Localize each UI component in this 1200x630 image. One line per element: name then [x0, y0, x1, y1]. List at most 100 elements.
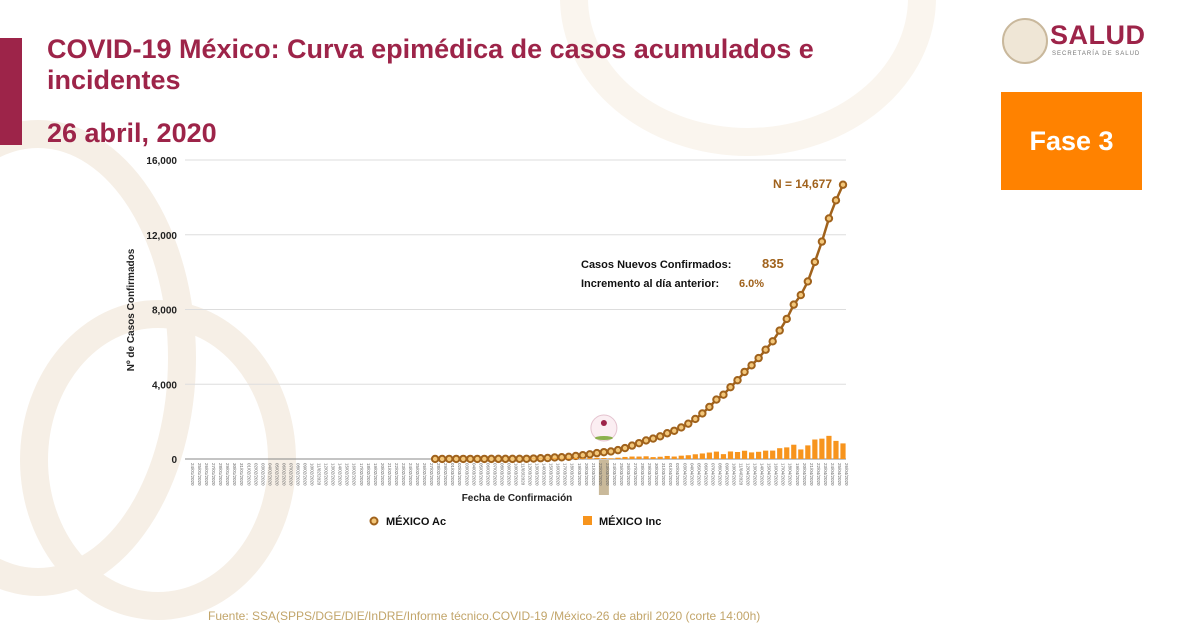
cumulative-point [782, 314, 791, 324]
x-tick-label: 22/04/2020 [816, 463, 821, 486]
cumulative-point [543, 453, 552, 463]
cumulative-point [789, 300, 798, 309]
x-tick-label: 08/03/2020 [499, 463, 504, 486]
incident-bar [826, 435, 832, 459]
incident-bar [706, 452, 712, 459]
cumulative-point [522, 454, 531, 463]
y-tick-label: 16,000 [146, 156, 177, 167]
cumulative-point [761, 345, 770, 354]
x-tick-label: 13/02/2020 [331, 463, 336, 486]
incident-bar [748, 452, 755, 459]
cumulative-point [578, 451, 588, 460]
cumulative-point [838, 180, 848, 189]
report-date: 26 abril, 2020 [47, 118, 217, 148]
cumulative-point [466, 454, 475, 464]
increment-label: Incremento al día anterior: [581, 278, 719, 290]
sana-distancia-icon [590, 414, 618, 442]
x-tick-label: 31/03/2020 [661, 463, 666, 486]
x-tick-label: 25/04/2020 [837, 463, 842, 486]
incident-bar [805, 445, 811, 459]
x-tick-label: 03/03/2020 [464, 463, 469, 486]
x-axis-label: Fecha de Confirmación [462, 493, 573, 504]
x-tick-label: 01/04/2020 [668, 463, 673, 486]
x-tick-label: 18/04/2020 [788, 463, 793, 486]
cumulative-line [435, 184, 845, 461]
incident-bar [650, 457, 656, 459]
x-tick-label: 14/03/2020 [542, 463, 547, 486]
cumulative-point [473, 454, 482, 464]
x-tick-label: 05/04/2020 [696, 463, 701, 486]
x-tick-label: 07/02/2020 [288, 463, 293, 486]
incident-bar [791, 444, 797, 459]
x-tick-label: 25/02/2020 [415, 463, 420, 486]
incident-bar [819, 438, 825, 459]
cumulative-point [599, 447, 609, 457]
x-tick-label: 28/01/2020 [218, 463, 223, 486]
salud-logo: SALUD SECRETARÍA DE SALUD [1002, 18, 1152, 64]
cumulative-point [494, 454, 503, 464]
cumulative-point [684, 419, 693, 428]
incident-bar [552, 458, 558, 459]
x-tick-label: 18/03/2020 [570, 463, 575, 486]
x-tick-label: 09/04/2020 [724, 463, 729, 486]
cumulative-point [691, 414, 700, 424]
x-tick-label: 05/02/2020 [274, 463, 279, 486]
incident-bar [622, 456, 628, 459]
x-tick-label: 06/03/2020 [485, 463, 490, 486]
incident-bar [734, 451, 741, 459]
x-tick-label: 20/04/2020 [802, 463, 807, 486]
cumulative-point [824, 214, 834, 223]
cumulative-point [648, 434, 658, 443]
y-tick-label: 4,000 [152, 380, 177, 391]
incident-bar [685, 455, 691, 459]
highlight-date-marker [598, 460, 609, 495]
x-tick-label: 12/02/2020 [324, 463, 329, 486]
logo-subtitle: SECRETARÍA DE SALUD [1052, 51, 1141, 57]
cumulative-point [480, 454, 489, 464]
cumulative-point [606, 447, 616, 456]
x-tick-label: 23/03/2020 [605, 463, 610, 486]
cumulative-point [536, 454, 545, 463]
x-tick-label: 25/03/2020 [619, 463, 624, 486]
x-tick-label: 01/03/2020 [450, 463, 455, 486]
cumulative-point [712, 395, 721, 404]
x-tick-label: 06/04/2020 [703, 463, 708, 486]
incident-bar [840, 443, 846, 459]
incident-bar [692, 454, 698, 459]
x-tick-label: 30/01/2020 [232, 463, 237, 486]
x-tick-label: 17/03/2020 [563, 463, 568, 486]
cumulative-point [747, 361, 756, 370]
cumulative-point [452, 454, 461, 464]
brand-accent-bar [0, 38, 22, 145]
x-tick-label: 09/03/2020 [506, 463, 511, 486]
x-tick-label: 09/02/2020 [303, 463, 308, 486]
x-tick-label: 10/03/2020 [513, 463, 518, 486]
x-tick-label: 03/02/2020 [260, 463, 265, 486]
incident-bar [573, 458, 579, 459]
incident-bar [636, 456, 642, 459]
y-tick-label: 8,000 [152, 306, 177, 317]
x-tick-label: 13/03/2020 [535, 463, 540, 486]
x-tick-label: 26/02/2020 [422, 463, 427, 486]
x-tick-label: 19/02/2020 [373, 463, 378, 486]
cumulative-point [810, 257, 820, 267]
incident-bar [756, 451, 762, 459]
cumulative-point [592, 448, 602, 458]
x-tick-label: 01/02/2020 [246, 463, 251, 486]
cumulative-point [564, 452, 573, 461]
x-tick-label: 12/03/2020 [528, 463, 533, 486]
cumulative-point [740, 367, 749, 377]
cumulative-point [444, 454, 454, 464]
cumulative-point [698, 409, 707, 418]
incident-bar [699, 453, 705, 459]
cumulative-point [550, 453, 559, 462]
x-tick-label: 23/02/2020 [401, 463, 406, 486]
incident-bar [713, 451, 720, 459]
cumulative-point [620, 443, 630, 453]
x-tick-label: 28/03/2020 [640, 463, 645, 486]
page-title: COVID-19 México: Curva epimédica de caso… [47, 34, 814, 95]
x-tick-label: 10/02/2020 [310, 463, 315, 486]
cumulative-point [719, 390, 728, 399]
cumulative-point [726, 382, 735, 392]
incident-bar [784, 447, 790, 459]
